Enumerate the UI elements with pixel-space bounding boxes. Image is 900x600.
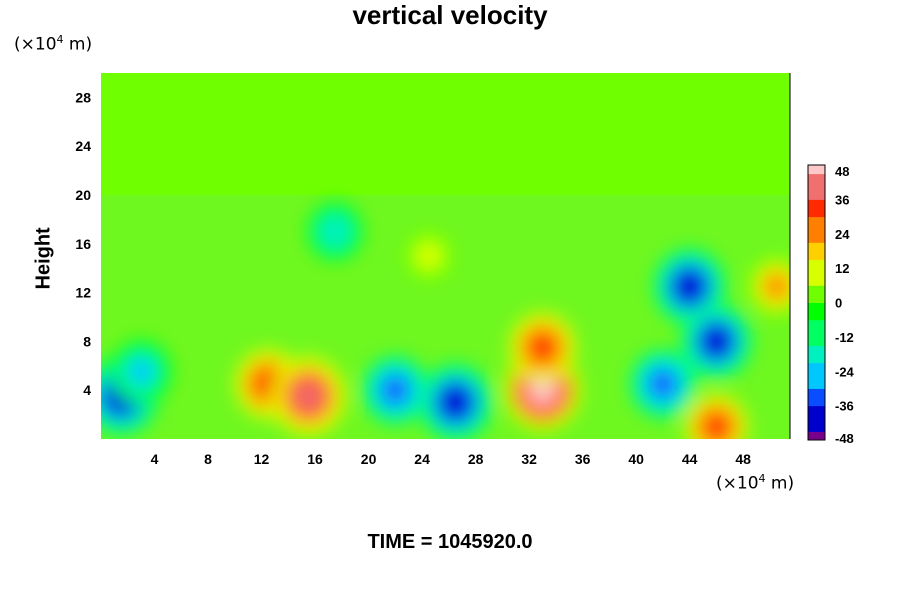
colorbar-segment: [808, 371, 825, 381]
anomaly-cell: [702, 327, 731, 356]
x-tick-label: 36: [575, 451, 591, 467]
y-tick-label: 28: [75, 89, 91, 105]
colorbar-segment: [808, 250, 825, 261]
anomaly-cell: [382, 376, 409, 404]
colorbar-segment: [808, 354, 825, 364]
colorbar-segment: [808, 242, 825, 252]
x-tick-label: 20: [361, 451, 377, 467]
colorbar-segment: [808, 311, 825, 321]
colorbar-segment: [808, 405, 825, 415]
y-tick-label: 4: [83, 382, 91, 398]
y-tick-label: 16: [75, 236, 91, 252]
anomaly-cell: [675, 271, 704, 302]
field-anomalies: [101, 202, 790, 439]
colorbar-tick-label: 0: [835, 296, 842, 311]
colorbar-tick-label: -36: [835, 399, 854, 414]
colorbar-segment: [808, 293, 825, 303]
colorbar-segment: [808, 225, 825, 235]
colorbar-frame: [807, 164, 826, 441]
x-tick-label: 28: [468, 451, 484, 467]
colorbar-segment: [808, 285, 825, 295]
colorbar-segment: [808, 379, 825, 389]
anomaly-cell: [441, 387, 470, 418]
x-tick-label: 4: [151, 451, 159, 467]
colorbar-segment: [808, 362, 825, 372]
x-tick-label: 12: [254, 451, 270, 467]
colorbar-segment: [808, 182, 825, 192]
y-tick-label: 12: [75, 285, 91, 301]
colorbar-segment: [808, 319, 825, 329]
colorbar-tick-label: 12: [835, 261, 849, 276]
x-tick-label: 16: [307, 451, 323, 467]
colorbar-segment: [808, 276, 825, 286]
y-tick-label: 20: [75, 187, 91, 203]
y-unit-label: (×104 m): [14, 33, 93, 55]
colorbar-tick-label: 24: [835, 227, 850, 242]
colorbar-segment: [808, 397, 825, 407]
anomaly-cell: [527, 374, 558, 406]
colorbar-segment: [808, 216, 825, 226]
x-tick-label: 44: [682, 451, 698, 467]
colorbar-segment: [808, 259, 825, 269]
anomaly-cell: [650, 370, 676, 398]
colorbar-segment: [808, 173, 825, 183]
colorbar-segment: [808, 199, 825, 209]
colorbar-tick-label: 36: [835, 192, 849, 207]
colorbar-tick-label: -48: [835, 431, 854, 446]
anomaly-cell: [419, 246, 439, 266]
anomaly-cell: [704, 414, 729, 439]
colorbar-segment: [808, 422, 825, 432]
colorbar-segment: [808, 328, 825, 338]
colorbar-segment: [808, 233, 825, 243]
colorbar-segment: [808, 414, 825, 424]
colorbar-segment: [808, 388, 825, 398]
y-tick-label: 24: [75, 138, 91, 154]
anomaly-cell: [324, 220, 346, 243]
chart-title: vertical velocity: [352, 0, 548, 30]
x-tick-label: 48: [735, 451, 751, 467]
colorbar-tick-label: -12: [835, 330, 854, 345]
colorbar-segment: [808, 190, 825, 200]
colorbar-segment: [808, 302, 825, 312]
y-tick-label: 8: [83, 333, 91, 349]
colorbar-segment: [808, 207, 825, 218]
anomaly-cell: [294, 381, 323, 412]
colorbar-tick-label: 48: [835, 164, 849, 179]
colorbar-segment: [808, 345, 825, 355]
x-tick-label: 32: [521, 451, 537, 467]
x-unit-label: (×104 m): [716, 472, 795, 494]
colorbar-segment: [808, 336, 825, 346]
colorbar-segment: [808, 268, 825, 278]
x-tick-label: 24: [414, 451, 430, 467]
anomaly-cell: [129, 359, 153, 385]
anomaly-cell: [529, 334, 556, 361]
colorbar-segment: [808, 431, 825, 441]
x-tick-label: 40: [628, 451, 644, 467]
colorbar-tick-label: -24: [835, 364, 855, 379]
colorbar-segment: [808, 165, 825, 175]
time-caption: TIME = 1045920.0: [367, 531, 533, 553]
anomaly-cell: [765, 274, 788, 299]
x-tick-label: 8: [204, 451, 212, 467]
